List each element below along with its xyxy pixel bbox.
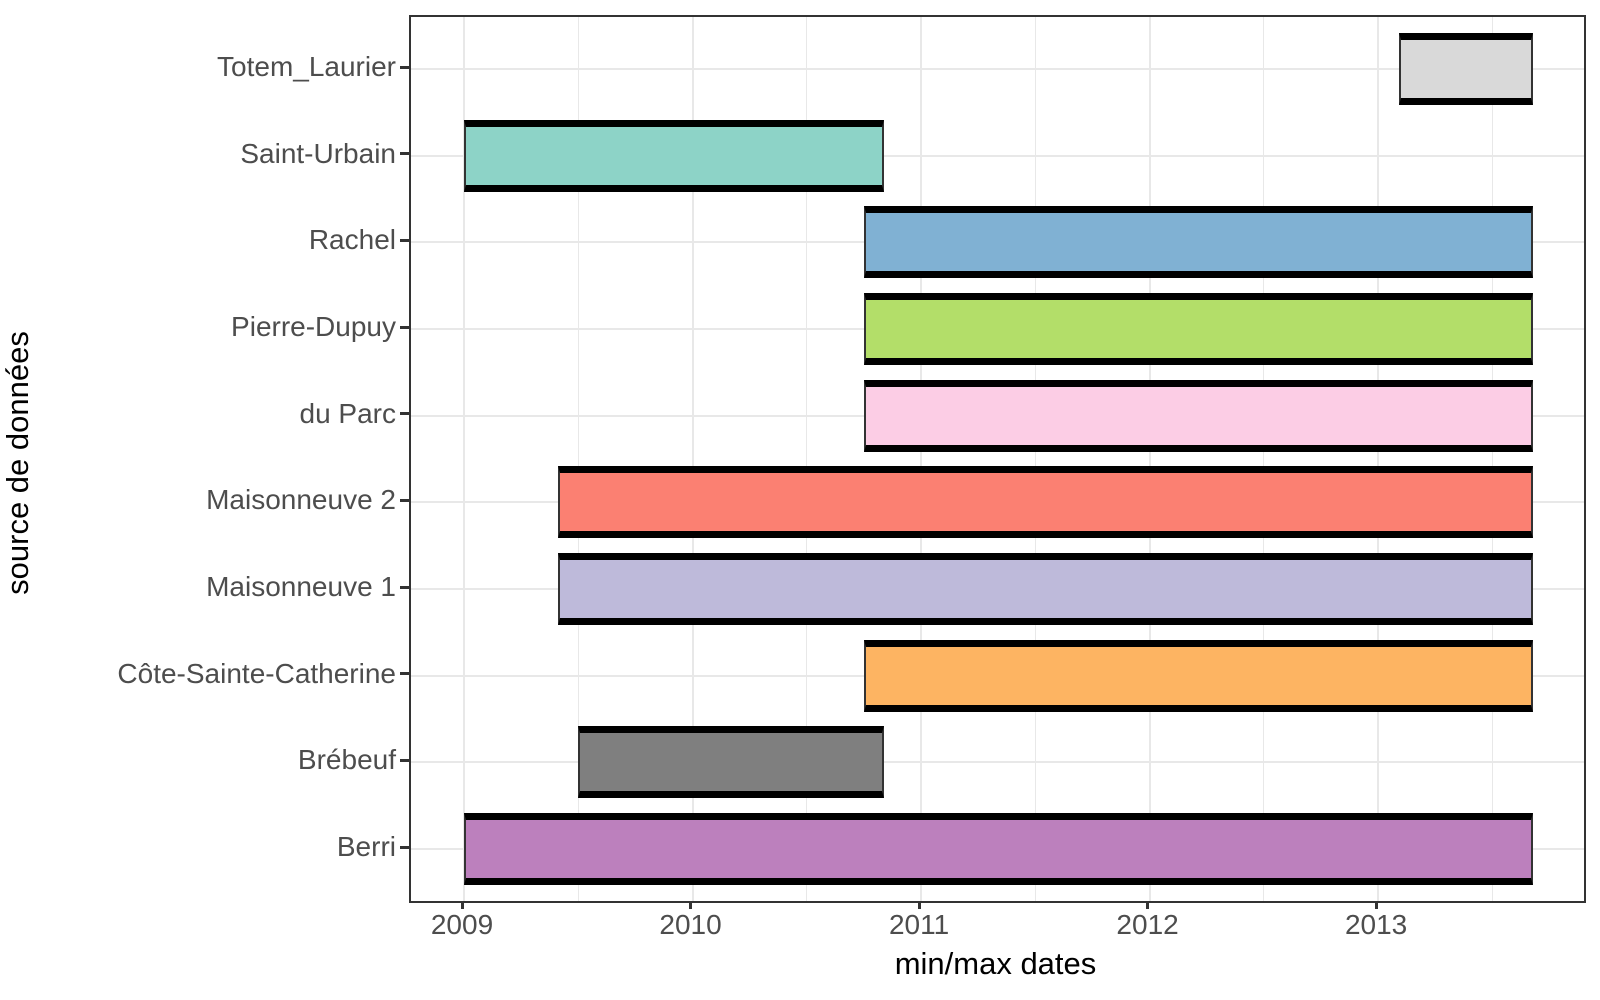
x-axis-title: min/max dates [894,946,1097,981]
y-tick-label-maisonneuve-2: Maisonneuve 2 [206,484,396,516]
chart-panel [409,15,1586,903]
x-tick-label-2009: 2009 [430,909,494,940]
y-tick-mark [400,672,409,676]
x-tick-mark [1374,901,1378,909]
y-tick-mark [400,152,409,156]
y-axis-title: source de données [0,331,35,595]
range-bar-br-beuf [578,726,885,799]
y-tick-label-c-te-sainte-catherine: Côte-Sainte-Catherine [117,657,396,689]
y-tick-mark [400,412,409,416]
y-tick-label-totem-laurier: Totem_Laurier [217,51,396,82]
x-tick-label-2010: 2010 [659,909,722,940]
x-gridline-major [691,17,694,901]
y-tick-mark [400,845,409,849]
x-gridline-major [463,17,466,901]
y-tick-mark [400,758,409,762]
y-tick-label-du-parc: du Parc [299,397,397,429]
range-bar-maisonneuve-2 [557,466,1534,539]
x-gridline-minor [1034,17,1036,901]
y-gridline-major [411,68,1584,70]
range-bar-du-parc [863,379,1534,452]
x-tick-label-2011: 2011 [888,909,950,940]
x-tick-mark [917,901,921,909]
x-gridline-major [1148,17,1151,901]
y-tick-mark [400,325,409,329]
y-tick-label-rachel: Rachel [308,224,396,256]
y-tick-label-br-beuf: Brébeuf [297,744,396,776]
range-bar-rachel [863,206,1534,279]
x-tick-mark [689,901,693,909]
x-tick-mark [460,901,464,909]
y-tick-label-pierre-dupuy: Pierre-Dupuy [231,311,396,342]
y-tick-mark [400,65,409,69]
range-bar-c-te-sainte-catherine [863,639,1534,712]
x-tick-label-2013: 2013 [1344,909,1408,940]
x-gridline-minor [806,17,808,901]
y-tick-label-berri: Berri [336,831,396,862]
y-tick-mark [400,498,409,502]
y-tick-label-maisonneuve-1: Maisonneuve 1 [206,571,396,602]
x-gridline-major [1377,17,1380,901]
range-bar-berri [464,813,1534,885]
x-gridline-major [920,17,923,901]
y-tick-label-saint-urbain: Saint-Urbain [240,137,396,169]
x-gridline-minor [1263,17,1265,901]
x-tick-label-2012: 2012 [1116,909,1179,940]
range-bar-totem-laurier [1398,33,1534,105]
range-bar-saint-urbain [464,119,885,192]
x-gridline-minor [577,17,579,901]
x-tick-mark [1146,901,1150,909]
x-gridline-minor [1491,17,1493,901]
y-gridline-major [411,761,1584,764]
y-tick-mark [400,238,409,242]
range-bar-maisonneuve-1 [557,553,1534,625]
range-bar-pierre-dupuy [863,293,1534,365]
y-gridline-major [411,154,1584,157]
y-tick-mark [400,585,409,589]
